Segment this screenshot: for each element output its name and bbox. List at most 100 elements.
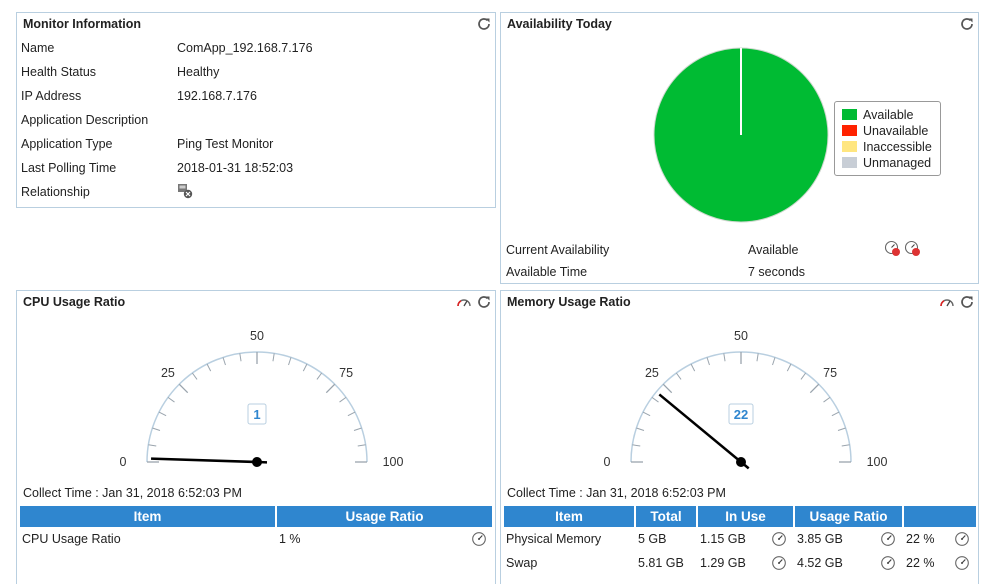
- table-row: CPU Usage Ratio 1 %: [20, 527, 492, 551]
- legend-item-unavailable[interactable]: Unavailable: [842, 123, 940, 139]
- availability-today-panel: Availability Today Available Unavailable…: [500, 12, 979, 284]
- cpu-usage-panel: CPU Usage Ratio 0 25 50 75 100 1 Collect Time…: [16, 290, 496, 584]
- info-label: Application Description: [21, 113, 149, 127]
- refresh-icon[interactable]: [476, 294, 492, 310]
- gauge-tick-label: 0: [604, 455, 611, 469]
- gauge-tick: [772, 357, 776, 366]
- gauge-tick: [353, 427, 362, 431]
- gauge-tick: [690, 363, 696, 372]
- column-header-in-use[interactable]: In Use: [698, 506, 793, 527]
- column-header-total[interactable]: Total: [636, 506, 696, 527]
- cell-free: 4.52 GB: [795, 551, 902, 575]
- monitor-information-panel: Monitor Information Name ComApp_192.168.7…: [16, 12, 496, 208]
- column-header-item[interactable]: Item: [504, 506, 634, 527]
- memory-gauge: 0 25 50 75 100 22: [604, 329, 888, 470]
- current-availability-row: Current Availability Available: [506, 239, 799, 261]
- cpu-table: Item Usage Ratio CPU Usage Ratio 1 %: [18, 506, 494, 551]
- gauge-tick: [632, 444, 641, 447]
- info-label: Application Type: [21, 137, 113, 151]
- swatch-unavailable: [842, 125, 857, 136]
- gauge-tick: [178, 383, 189, 394]
- gauge-tick-label: 100: [867, 455, 888, 469]
- available-time-value: 7 seconds: [748, 265, 805, 279]
- report-30-icon[interactable]: [904, 240, 921, 257]
- info-label: IP Address: [21, 89, 82, 103]
- column-header-item[interactable]: Item: [20, 506, 275, 527]
- gauge-tick-label: 100: [383, 455, 404, 469]
- gauge-value-box: [247, 403, 267, 425]
- info-row: Name ComApp_192.168.7.176: [21, 36, 491, 60]
- dial-icon[interactable]: [471, 531, 487, 547]
- gauge-tick: [642, 411, 651, 417]
- info-value: 2018-01-31 18:52:03: [177, 161, 294, 175]
- panel-title: Monitor Information: [23, 17, 142, 31]
- swatch-unmanaged: [842, 157, 857, 168]
- column-header-usage-ratio[interactable]: Usage Ratio: [795, 506, 902, 527]
- collect-time: Collect Time : Jan 31, 2018 6:52:03 PM: [23, 486, 242, 500]
- gauge-tick: [288, 357, 292, 366]
- dial-icon[interactable]: [954, 531, 970, 547]
- gauge-report-icon[interactable]: [456, 294, 472, 310]
- dial-icon[interactable]: [880, 531, 896, 547]
- relationship-icon[interactable]: [177, 180, 193, 204]
- gauge-tick-label: 50: [250, 329, 264, 343]
- cpu-gauge: 0 25 50 75 100 1: [120, 329, 404, 469]
- cell-usage-ratio: 1 %: [277, 527, 492, 551]
- gauge-pivot: [252, 457, 262, 467]
- gauge-tick: [841, 444, 850, 447]
- gauge-tick: [723, 353, 726, 362]
- gauge-needle: [658, 393, 750, 470]
- gauge-tick: [786, 363, 792, 372]
- info-value: ComApp_192.168.7.176: [177, 41, 313, 55]
- cell-total: 5 GB: [638, 532, 667, 546]
- cell-in-use: 1.29 GB: [698, 551, 793, 575]
- gauge-tick: [706, 357, 710, 366]
- current-availability-label: Current Availability: [506, 243, 610, 257]
- legend-item-inaccessible[interactable]: Inaccessible: [842, 139, 940, 155]
- refresh-icon[interactable]: [959, 294, 975, 310]
- swatch-available: [842, 109, 857, 120]
- table-row: Swap 5.81 GB 1.29 GB 4.52 GB 22 %: [504, 551, 976, 575]
- report-7-icon[interactable]: [884, 240, 901, 257]
- gauge-tick: [206, 363, 212, 372]
- gauge-tick: [347, 411, 356, 417]
- availability-pie-chart[interactable]: [651, 45, 831, 225]
- dial-icon[interactable]: [771, 555, 787, 571]
- info-row: IP Address 192.168.7.176: [21, 84, 491, 108]
- refresh-icon[interactable]: [476, 16, 492, 32]
- memory-usage-panel: Memory Usage Ratio 0 25 50 75 100 22 Collect …: [500, 290, 979, 584]
- info-row: Last Polling Time 2018-01-31 18:52:03: [21, 156, 491, 180]
- gauge-tick: [222, 357, 226, 366]
- gauge-value-label: 1: [253, 407, 260, 422]
- panel-title: CPU Usage Ratio: [23, 295, 126, 309]
- gauge-value-label: 22: [734, 407, 748, 422]
- cell-total: 5.81 GB: [638, 556, 684, 570]
- dial-icon[interactable]: [771, 531, 787, 547]
- dial-icon[interactable]: [880, 555, 896, 571]
- gauge-tick: [148, 444, 157, 447]
- column-header-extra[interactable]: [904, 506, 976, 527]
- legend-item-available[interactable]: Available: [842, 107, 940, 123]
- info-label: Relationship: [21, 185, 90, 199]
- info-label: Name: [21, 41, 55, 55]
- info-label: Last Polling Time: [21, 161, 117, 175]
- gauge-tick-label: 0: [120, 455, 127, 469]
- gauge-report-icon[interactable]: [939, 294, 955, 310]
- column-header-usage-ratio[interactable]: Usage Ratio: [277, 506, 492, 527]
- table-row: Physical Memory 5 GB 1.15 GB 3.85 GB 22 %: [504, 527, 976, 551]
- cell-item: CPU Usage Ratio: [22, 532, 121, 546]
- cell-usage-ratio: 22 %: [904, 527, 976, 551]
- legend-item-unmanaged[interactable]: Unmanaged: [842, 155, 940, 171]
- cell-usage-ratio: 22 %: [904, 551, 976, 575]
- gauge-tick-label: 50: [734, 329, 748, 343]
- gauge-tick: [158, 411, 167, 417]
- info-value: Healthy: [177, 65, 220, 79]
- panel-title: Availability Today: [507, 17, 612, 31]
- info-row: Health Status Healthy: [21, 60, 491, 84]
- gauge-tick: [302, 363, 308, 372]
- info-row: Application Type Ping Test Monitor: [21, 132, 491, 156]
- gauge-tick: [837, 427, 846, 431]
- refresh-icon[interactable]: [959, 16, 975, 32]
- dial-icon[interactable]: [954, 555, 970, 571]
- gauge-tick-label: 75: [339, 366, 353, 380]
